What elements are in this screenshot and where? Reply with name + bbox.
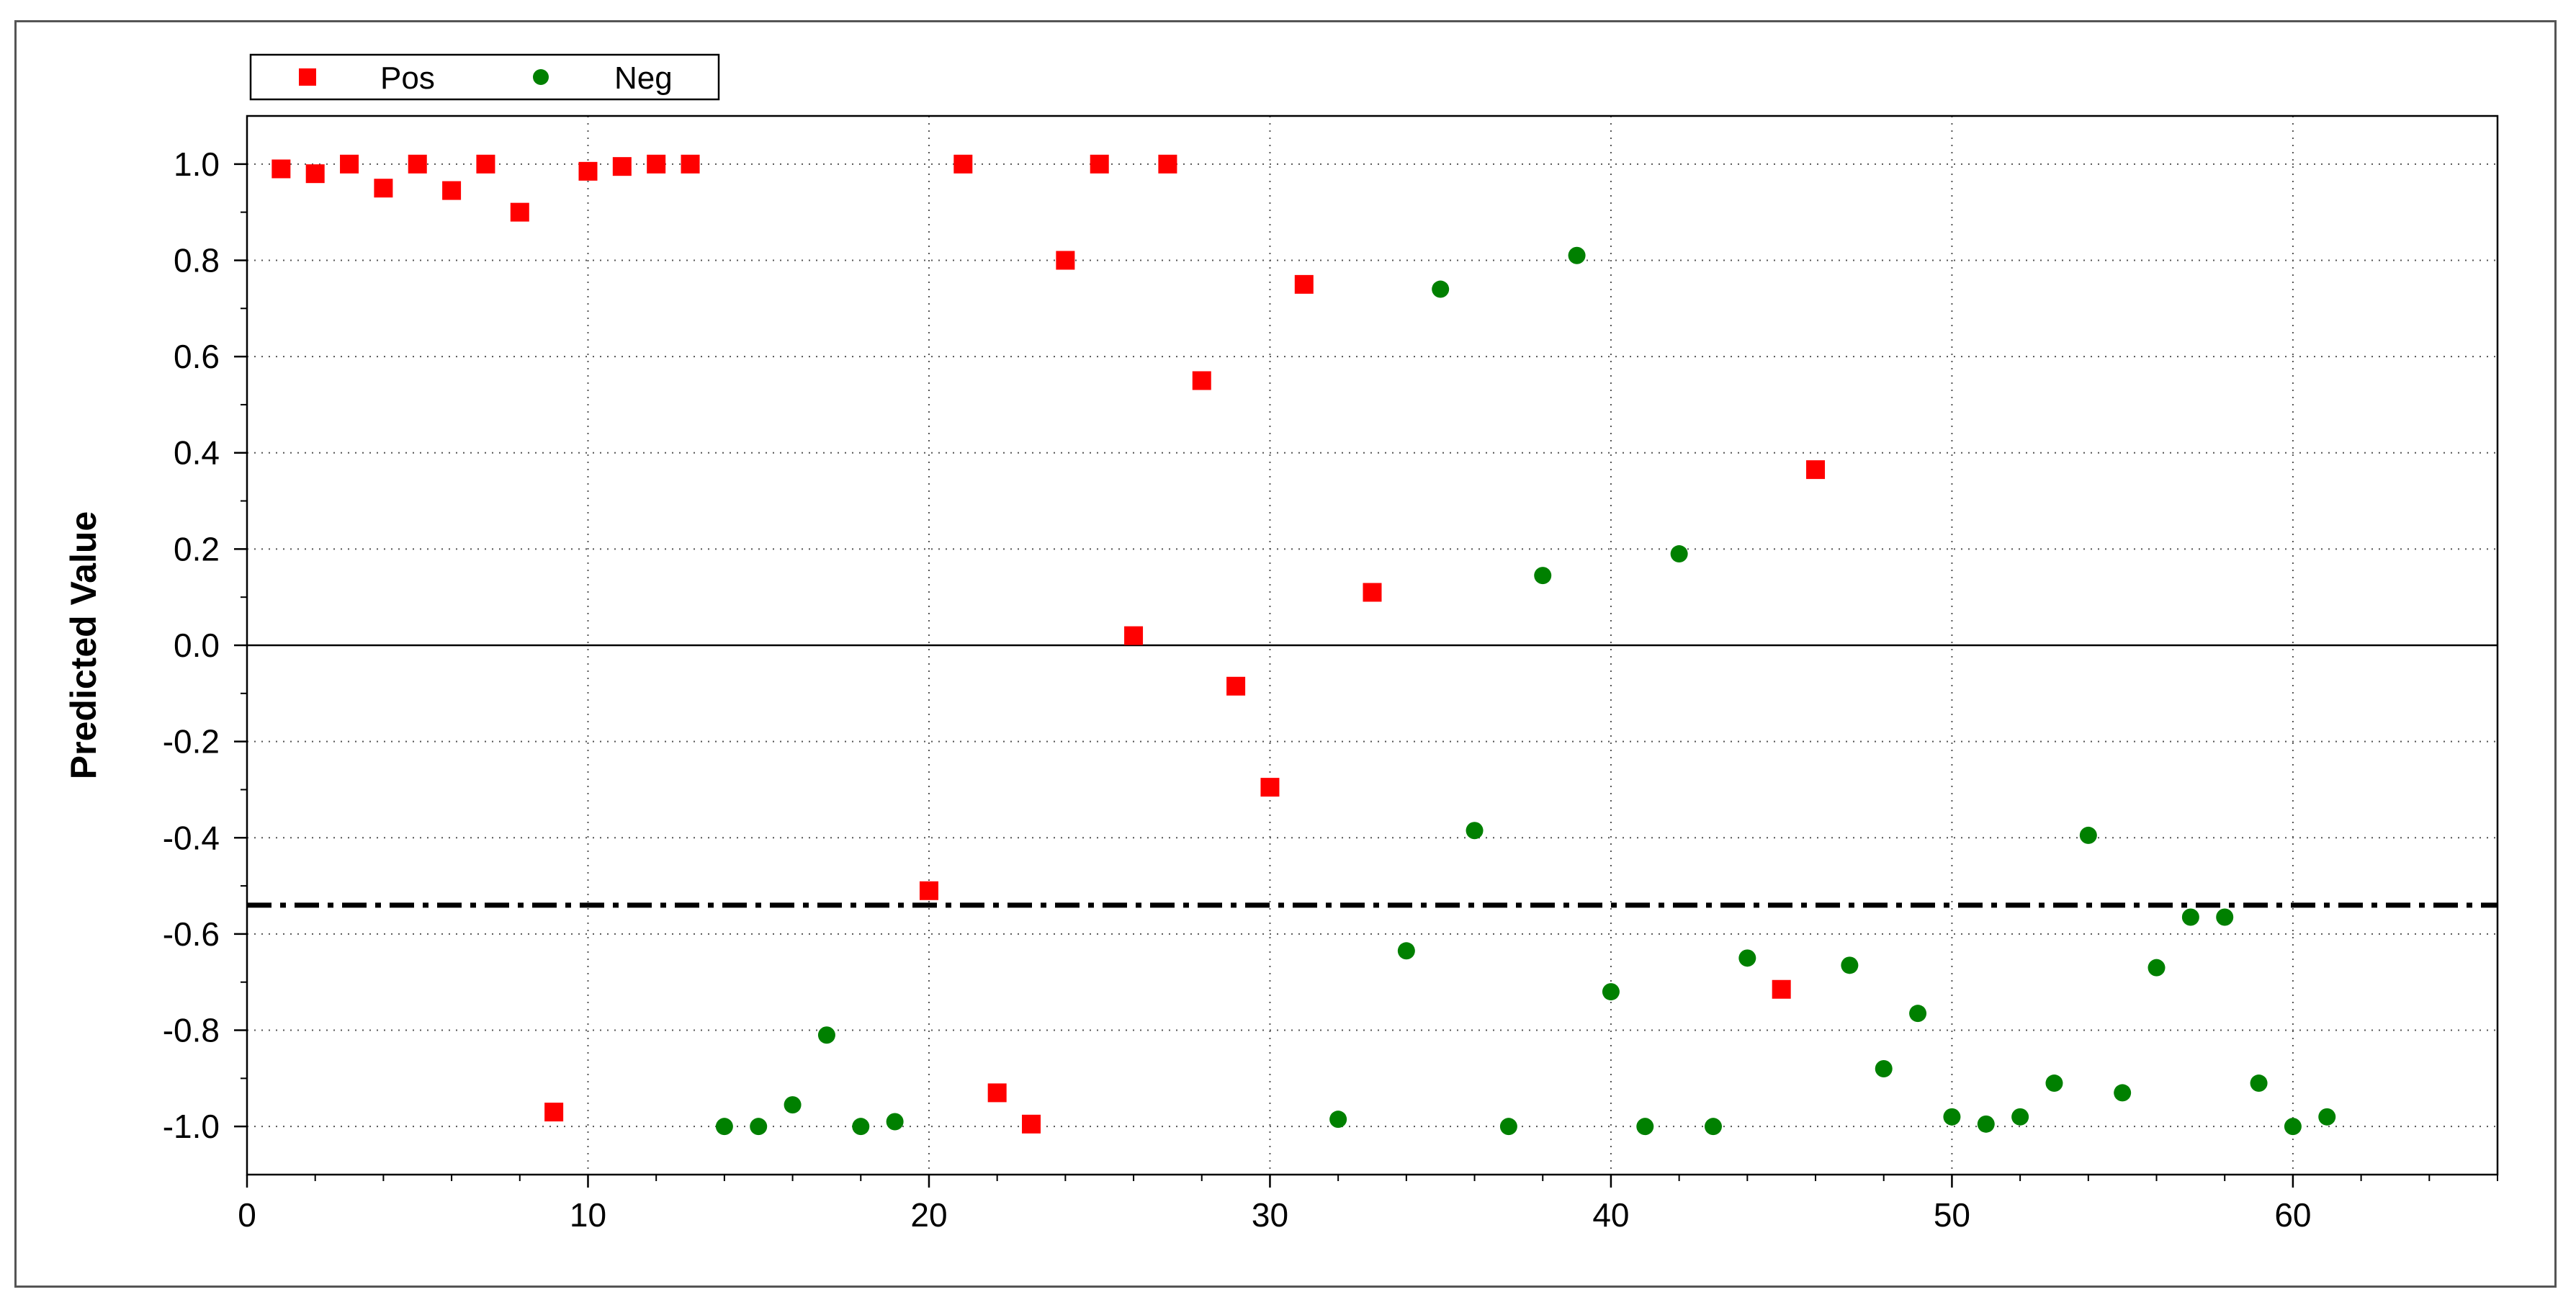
neg-point [2181,908,2199,926]
pos-point [442,181,462,200]
neg-point [886,1113,904,1131]
x-tick-label: 10 [570,1196,606,1234]
neg-point [1670,545,1688,563]
neg-point [2114,1084,2132,1102]
pos-point [1772,979,1791,999]
x-tick-label: 60 [2274,1196,2311,1234]
neg-point [1466,822,1484,840]
y-tick-label: -0.6 [163,915,220,953]
pos-point [1192,371,1211,390]
pos-point [374,179,393,198]
legend-box [249,53,720,101]
neg-point [1499,1118,1517,1136]
pos-point [510,202,529,222]
pos-point [1056,251,1075,270]
neg-point [2250,1075,2268,1093]
neg-point [1432,280,1450,298]
neg-point [1568,246,1586,264]
chart-frame: 0 10 20 30 40 50 60 1.0 0.8 0.6 0.4 0.2 0.0 -0.2 -0.4 -… [14,20,2557,1288]
pos-point [1294,274,1314,294]
pos-point [1363,583,1382,602]
pos-point [1226,676,1246,696]
axis-ticks: 0 10 20 30 40 50 60 1.0 0.8 0.6 0.4 0.2 0.0 -0.2 -0.4 -… [163,145,2498,1234]
pos-point [340,154,359,174]
pos-point [987,1083,1007,1103]
y-tick-label: 0.4 [174,434,220,472]
y-tick-label: 0.2 [174,530,220,567]
x-tick-label: 40 [1592,1196,1629,1234]
neg-point [784,1096,802,1114]
legend-pos-marker [299,68,316,86]
legend-pos-label: Pos [380,60,435,96]
y-tick-label: -0.8 [163,1012,220,1049]
pos-point [1022,1114,1041,1134]
scatter-chart: 0 10 20 30 40 50 60 1.0 0.8 0.6 0.4 0.2 0.0 -0.2 -0.4 -… [63,53,2499,1234]
pos-point [1090,154,1109,174]
pos-point [476,154,495,174]
pos-point [1260,778,1280,797]
y-tick-label: 0.6 [174,338,220,375]
pos-point [1806,460,1826,480]
neg-point [2011,1108,2029,1126]
series-pos [271,154,1826,1134]
pos-point [647,154,666,174]
pos-point [271,159,291,179]
neg-point [1704,1118,1722,1136]
pos-point [919,881,938,900]
pos-point [953,154,973,174]
x-tick-label: 30 [1252,1196,1288,1234]
reference-lines [247,644,2498,908]
y-tick-label: -1.0 [163,1108,220,1145]
pos-point [578,161,598,181]
neg-point [750,1118,768,1136]
neg-point [1738,949,1756,967]
neg-point [1841,956,1859,974]
y-axis-label: Predicted Value [63,511,104,779]
neg-point [1943,1108,1961,1126]
neg-point [2284,1118,2302,1136]
pos-point [544,1103,564,1122]
neg-point [1602,983,1620,1001]
data-markers [271,154,2336,1136]
legend-neg-label: Neg [614,60,673,96]
pos-point [1124,626,1144,645]
legend-neg-marker [533,69,549,85]
neg-point [2148,959,2166,977]
neg-point [2216,908,2234,926]
x-tick-label: 0 [238,1196,256,1234]
x-tick-label: 50 [1934,1196,1970,1234]
series-neg [715,246,2336,1136]
neg-point [817,1026,835,1044]
pos-point [681,154,700,174]
neg-point [715,1118,733,1136]
neg-point [852,1118,870,1136]
neg-point [1329,1111,1347,1129]
legend: Pos Neg [249,53,720,101]
neg-point [1636,1118,1654,1136]
neg-point [2045,1075,2063,1093]
neg-point [1397,942,1415,960]
neg-point [1875,1060,1893,1077]
neg-point [2079,826,2097,844]
pos-point [1158,154,1177,174]
y-tick-label: 0.0 [174,627,220,664]
y-tick-label: -0.2 [163,723,220,761]
y-tick-label: -0.4 [163,819,220,856]
neg-point [1534,567,1552,585]
neg-point [1909,1005,1927,1023]
pos-point [408,154,427,174]
y-tick-label: 1.0 [174,145,220,183]
y-tick-label: 0.8 [174,241,220,279]
x-tick-label: 20 [910,1196,947,1234]
neg-point [2318,1108,2336,1126]
pos-point [612,157,632,176]
neg-point [1977,1115,1995,1133]
pos-point [305,164,325,184]
